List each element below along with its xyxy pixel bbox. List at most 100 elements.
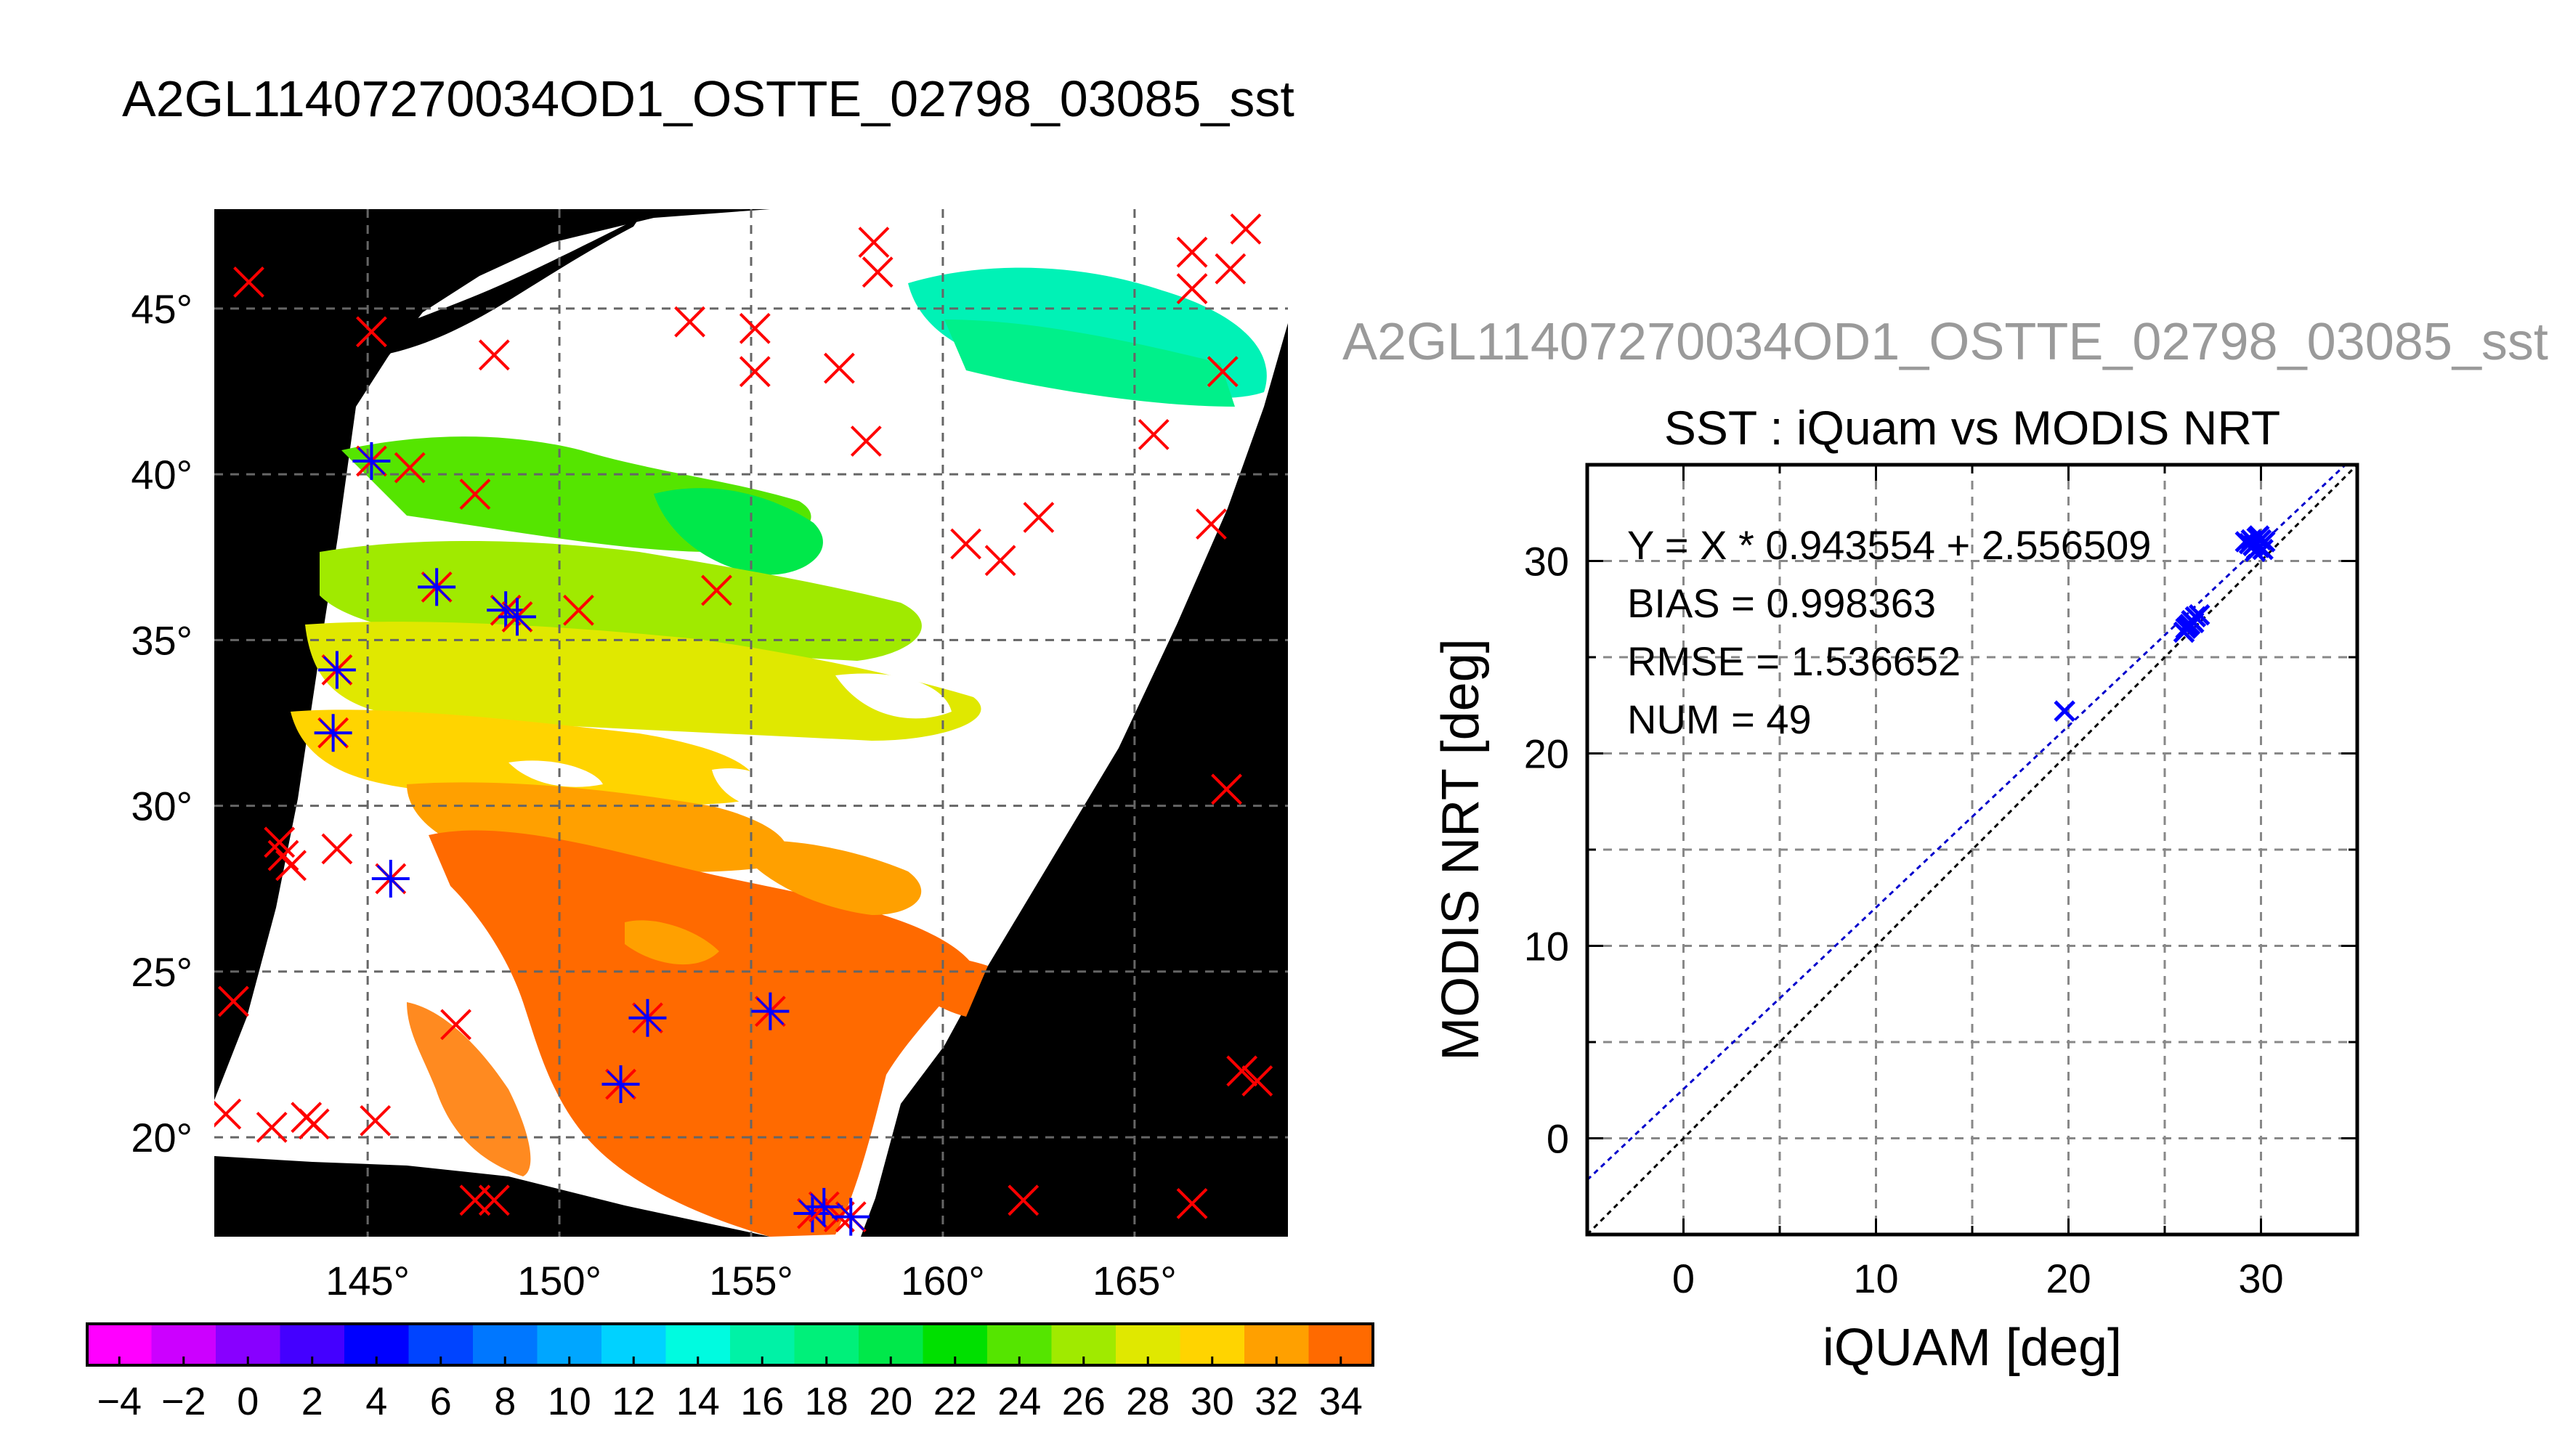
colorbar: −4 −2 0 2 4 6 8 10 12 14 16 18 20 22 24 26 28 30 32 34 [86,1322,1374,1423]
red-x-marker [739,312,771,344]
match-marker [832,1197,870,1236]
map-lat-tick-label: 30° [131,784,193,829]
red-x-marker [264,826,296,858]
scatter-gridlines [1587,465,2357,1235]
match-marker [601,1065,640,1104]
red-x-marker [1230,213,1262,245]
scatter-title: SST : iQuam vs MODIS NRT [1664,401,2280,455]
red-x-marker [739,356,771,388]
marker-stroke [563,594,594,626]
colorbar-tick-label: −2 [161,1380,206,1423]
scatter-plot: 0 10 20 30 0 10 20 30 Y = X * 0.943554 + 2.5565… [1432,463,2359,1377]
scatter-point [2054,700,2075,722]
marker-stroke [423,573,451,601]
colorbar-tick-label: 26 [1062,1380,1106,1423]
marker-stroke [633,1004,662,1032]
map-gridlines [214,209,1288,1237]
cloud-gap [508,760,603,787]
marker-stroke [1008,1184,1040,1216]
red-x-marker [356,316,387,348]
scatter-point [2252,538,2274,561]
marker-stroke [376,864,405,893]
marker-stroke [739,312,771,344]
map-lat-tick-label: 45° [131,286,193,332]
map-tick-labels: 145° 150° 155° 160° 165° 20° 25° 30° 35° 40° 45° [131,286,1176,1304]
fit-line [1586,463,2346,1181]
colorbar-tick-label: 10 [548,1380,591,1423]
marker-stroke [858,227,890,259]
red-x-marker [1215,253,1247,285]
marker-stroke [233,267,264,298]
point-stroke [2252,538,2274,561]
colorbar-tick-label: 8 [494,1380,516,1423]
marker-stroke [357,447,386,475]
match-marker [487,591,525,630]
marker-stroke [1241,1065,1273,1097]
x-tick-label: 0 [1672,1256,1695,1301]
colorbar-tick-label: 0 [237,1380,259,1423]
match-marker [371,860,410,898]
red-x-marker [478,1184,510,1216]
colorbar-tick-label: 4 [365,1380,387,1423]
marker-stroke [823,352,855,384]
marker-stroke [267,839,299,871]
marker-stroke [1230,213,1262,245]
red-x-marker [360,1105,392,1136]
red-x-marker [1196,508,1227,540]
colorbar-tick-label: 28 [1126,1380,1170,1423]
colorbar-tick-label: 2 [301,1380,323,1423]
map-lat-tick-label: 35° [131,617,193,663]
marker-stroke [459,479,491,510]
red-x-marker [1176,273,1208,304]
annotation-fit-equation: Y = X * 0.943554 + 2.556509 [1627,522,2151,568]
marker-stroke [321,833,353,865]
marker-stroke [319,719,347,747]
red-x-marker [394,452,426,484]
map-lat-tick-label: 20° [131,1115,193,1160]
red-x-marker [823,352,855,384]
scatter-point [2182,611,2205,634]
point-stroke [2182,611,2205,634]
red-x-marker [256,1111,288,1143]
match-marker [793,1195,832,1233]
map-lon-tick-label: 145° [325,1258,410,1304]
sst-patch [654,488,823,575]
match-marker [352,442,391,480]
red-x-marker [984,545,1016,577]
marker-stroke [256,1111,288,1143]
sst-patch [305,622,981,741]
red-x-markers [214,213,1273,1233]
colorbar-tick-label: 32 [1255,1380,1298,1423]
red-x-marker [1226,1055,1258,1087]
scatter-point [2248,525,2270,547]
colorbar-tick-label: 20 [869,1380,912,1423]
scatter-subtitle: A2GL11407270034OD1_OSTTE_02798_03085_sst [1342,313,2548,371]
annotation-bias: BIAS = 0.998363 [1627,580,1936,626]
sst-patch [944,320,1235,407]
red-x-marker [1176,1187,1208,1219]
marker-stroke [298,1108,330,1140]
match-marker [751,992,790,1030]
marker-stroke [701,574,732,606]
scatter-lines [1586,463,2359,1236]
marker-stroke [984,545,1016,577]
marker-stroke [950,528,982,560]
identity-line [1586,463,2359,1236]
point-stroke [2248,525,2270,547]
marker-stroke [478,1184,510,1216]
map-lat-tick-label: 25° [131,949,193,995]
red-x-marker [1207,356,1239,388]
red-x-marker [1241,1065,1273,1097]
x-tick-label: 30 [2238,1256,2283,1301]
match-markers [314,442,870,1236]
match-marker [628,999,667,1037]
cloud-gap [835,673,952,719]
marker-stroke [1196,508,1227,540]
red-x-marker [563,594,594,626]
marker-stroke [440,1009,471,1041]
map-lon-tick-label: 150° [517,1258,601,1304]
marker-stroke [1176,273,1208,304]
colorbar-tick-label: 6 [430,1380,452,1423]
match-marker [418,568,456,606]
